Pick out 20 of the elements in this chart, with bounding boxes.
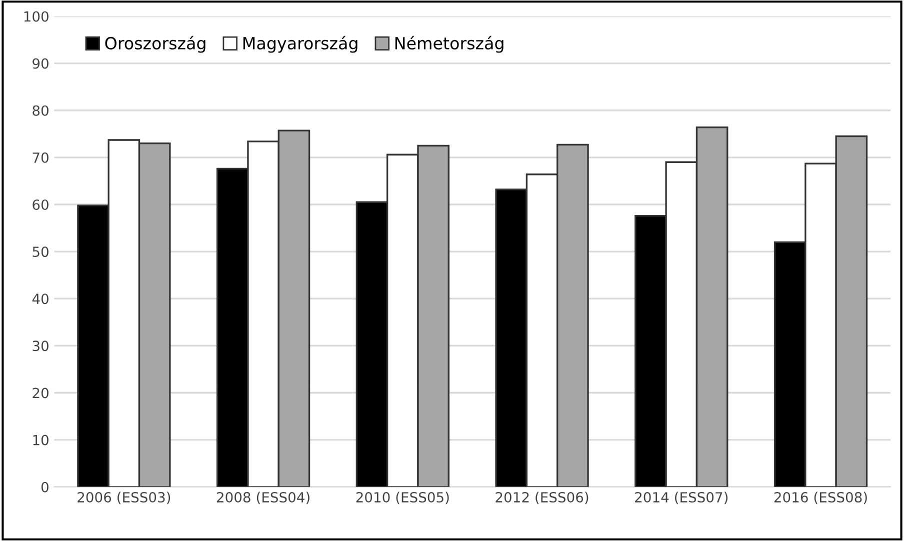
y-tick-label: 100 xyxy=(24,11,48,22)
y-tick-label: 0 xyxy=(41,482,48,492)
y-tick-label: 50 xyxy=(32,246,48,258)
x-tick-label: 2016 (ESS08) xyxy=(774,492,867,504)
y-tick-label: 10 xyxy=(33,434,48,446)
x-tick-label: 2008 (ESS04) xyxy=(216,492,310,504)
legend-label: Magyarország xyxy=(243,36,358,53)
x-tick-label: 2014 (ESS07) xyxy=(635,492,728,504)
y-tick-label: 80 xyxy=(32,105,48,116)
y-tick-label: 30 xyxy=(32,340,48,352)
x-tick-label: 2006 (ESS03) xyxy=(78,492,170,504)
y-tick-label: 70 xyxy=(32,152,48,163)
y-tick-label: 60 xyxy=(32,199,48,210)
legend-label: Oroszország xyxy=(105,36,206,53)
y-tick-label: 20 xyxy=(32,388,48,398)
x-tick-label: 2010 (ESS05) xyxy=(356,492,449,504)
y-tick-label: 90 xyxy=(32,58,48,69)
x-tick-label: 2012 (ESS06) xyxy=(496,492,588,504)
y-tick-label: 40 xyxy=(32,294,48,304)
legend-label: Németország xyxy=(395,36,504,53)
